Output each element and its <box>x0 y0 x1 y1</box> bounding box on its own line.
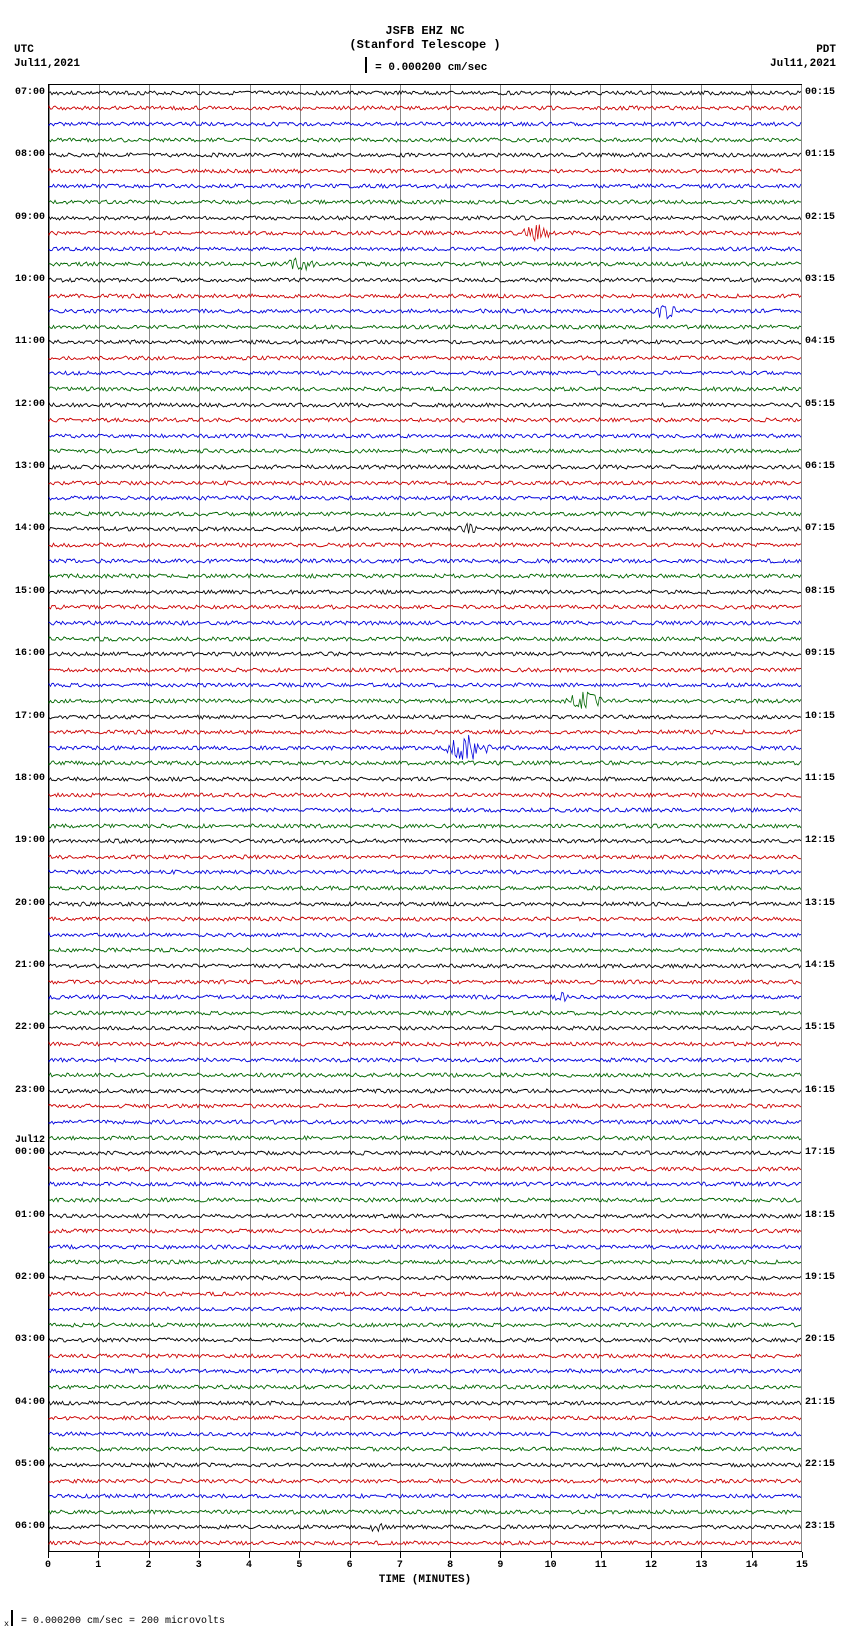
left-hour-label: 23:00 <box>15 1085 45 1096</box>
right-hour-label: 18:15 <box>805 1210 835 1221</box>
left-hour-label: 06:00 <box>15 1521 45 1532</box>
right-hour-label: 21:15 <box>805 1397 835 1408</box>
x-tick <box>199 1552 200 1558</box>
left-hour-label: 16:00 <box>15 648 45 659</box>
x-tick <box>350 1552 351 1558</box>
scale-bar-icon <box>365 57 367 73</box>
x-tick-label: 10 <box>545 1560 557 1571</box>
left-hour-label: 14:00 <box>15 523 45 534</box>
right-date-label: Jul11,2021 <box>770 58 836 70</box>
left-hour-label: 21:00 <box>15 960 45 971</box>
x-tick-label: 2 <box>146 1560 152 1571</box>
station-code: JSFB EHZ NC <box>0 24 850 38</box>
x-tick <box>98 1552 99 1558</box>
left-hour-label: 11:00 <box>15 336 45 347</box>
right-hour-label: 02:15 <box>805 212 835 223</box>
left-hour-label: 09:00 <box>15 212 45 223</box>
right-tz-label: PDT <box>816 44 836 56</box>
x-axis-label: TIME (MINUTES) <box>48 1574 802 1586</box>
right-hour-label: 05:15 <box>805 399 835 410</box>
x-tick <box>500 1552 501 1558</box>
right-hour-label: 03:15 <box>805 274 835 285</box>
x-tick <box>48 1552 49 1558</box>
x-tick-label: 1 <box>95 1560 101 1571</box>
x-tick <box>551 1552 552 1558</box>
x-tick-label: 9 <box>497 1560 503 1571</box>
left-hour-label: 12:00 <box>15 399 45 410</box>
x-tick <box>149 1552 150 1558</box>
left-hour-label: 13:00 <box>15 461 45 472</box>
x-tick-label: 5 <box>296 1560 302 1571</box>
station-name: (Stanford Telescope ) <box>0 38 850 52</box>
x-tick-label: 15 <box>796 1560 808 1571</box>
header-scale: = 0.000200 cm/sec <box>0 57 850 74</box>
footer-text: = 0.000200 cm/sec = 200 microvolts <box>15 1616 225 1627</box>
footer-scale: x = 0.000200 cm/sec = 200 microvolts <box>4 1610 850 1629</box>
x-tick <box>701 1552 702 1558</box>
right-hour-label: 09:15 <box>805 648 835 659</box>
right-hour-label: 04:15 <box>805 336 835 347</box>
left-tz-label: UTC <box>14 44 34 56</box>
x-tick-label: 11 <box>595 1560 607 1571</box>
left-hour-label: 03:00 <box>15 1334 45 1345</box>
x-tick-label: 6 <box>347 1560 353 1571</box>
left-hour-label: 02:00 <box>15 1272 45 1283</box>
scale-text: = 0.000200 cm/sec <box>369 62 488 74</box>
x-tick <box>651 1552 652 1558</box>
left-hour-label: 04:00 <box>15 1397 45 1408</box>
left-hour-label: 22:00 <box>15 1022 45 1033</box>
right-hour-label: 11:15 <box>805 773 835 784</box>
date-change-label: Jul12 <box>15 1135 45 1146</box>
seismogram-container: JSFB EHZ NC (Stanford Telescope ) = 0.00… <box>0 0 850 1629</box>
left-hour-label: 15:00 <box>15 586 45 597</box>
x-axis: TIME (MINUTES) 0123456789101112131415 <box>48 1552 802 1592</box>
gridline <box>801 85 802 1551</box>
right-hour-label: 07:15 <box>805 523 835 534</box>
x-tick <box>249 1552 250 1558</box>
left-hour-label: 17:00 <box>15 711 45 722</box>
left-hour-label: 19:00 <box>15 835 45 846</box>
x-tick-label: 0 <box>45 1560 51 1571</box>
x-tick <box>802 1552 803 1558</box>
right-hour-label: 19:15 <box>805 1272 835 1283</box>
header: JSFB EHZ NC (Stanford Telescope ) = 0.00… <box>0 0 850 74</box>
x-tick-label: 7 <box>397 1560 403 1571</box>
right-hour-label: 23:15 <box>805 1521 835 1532</box>
left-hour-label: 05:00 <box>15 1459 45 1470</box>
x-tick-label: 13 <box>695 1560 707 1571</box>
left-hour-label: 20:00 <box>15 898 45 909</box>
x-tick <box>752 1552 753 1558</box>
x-tick <box>400 1552 401 1558</box>
x-tick-label: 14 <box>746 1560 758 1571</box>
left-hour-label: 07:00 <box>15 87 45 98</box>
right-hour-label: 13:15 <box>805 898 835 909</box>
left-hour-label: 08:00 <box>15 149 45 160</box>
right-hour-label: 16:15 <box>805 1085 835 1096</box>
left-hour-label: 01:00 <box>15 1210 45 1221</box>
right-hour-label: 00:15 <box>805 87 835 98</box>
right-hour-label: 06:15 <box>805 461 835 472</box>
right-hour-label: 10:15 <box>805 711 835 722</box>
trace-row <box>49 1535 801 1551</box>
right-hour-label: 22:15 <box>805 1459 835 1470</box>
left-hour-label: 18:00 <box>15 773 45 784</box>
right-hour-label: 01:15 <box>805 149 835 160</box>
right-hour-label: 20:15 <box>805 1334 835 1345</box>
left-date-label: Jul11,2021 <box>14 58 80 70</box>
x-tick <box>601 1552 602 1558</box>
x-tick-label: 3 <box>196 1560 202 1571</box>
right-hour-label: 12:15 <box>805 835 835 846</box>
right-hour-label: 14:15 <box>805 960 835 971</box>
x-tick-label: 8 <box>447 1560 453 1571</box>
x-tick <box>299 1552 300 1558</box>
x-tick <box>450 1552 451 1558</box>
x-tick-label: 12 <box>645 1560 657 1571</box>
plot-area: 07:0000:1508:0001:1509:0002:1510:0003:15… <box>48 84 802 1552</box>
right-hour-label: 17:15 <box>805 1147 835 1158</box>
right-hour-label: 15:15 <box>805 1022 835 1033</box>
x-tick-label: 4 <box>246 1560 252 1571</box>
right-hour-label: 08:15 <box>805 586 835 597</box>
left-hour-label: 00:00 <box>15 1147 45 1158</box>
left-hour-label: 10:00 <box>15 274 45 285</box>
